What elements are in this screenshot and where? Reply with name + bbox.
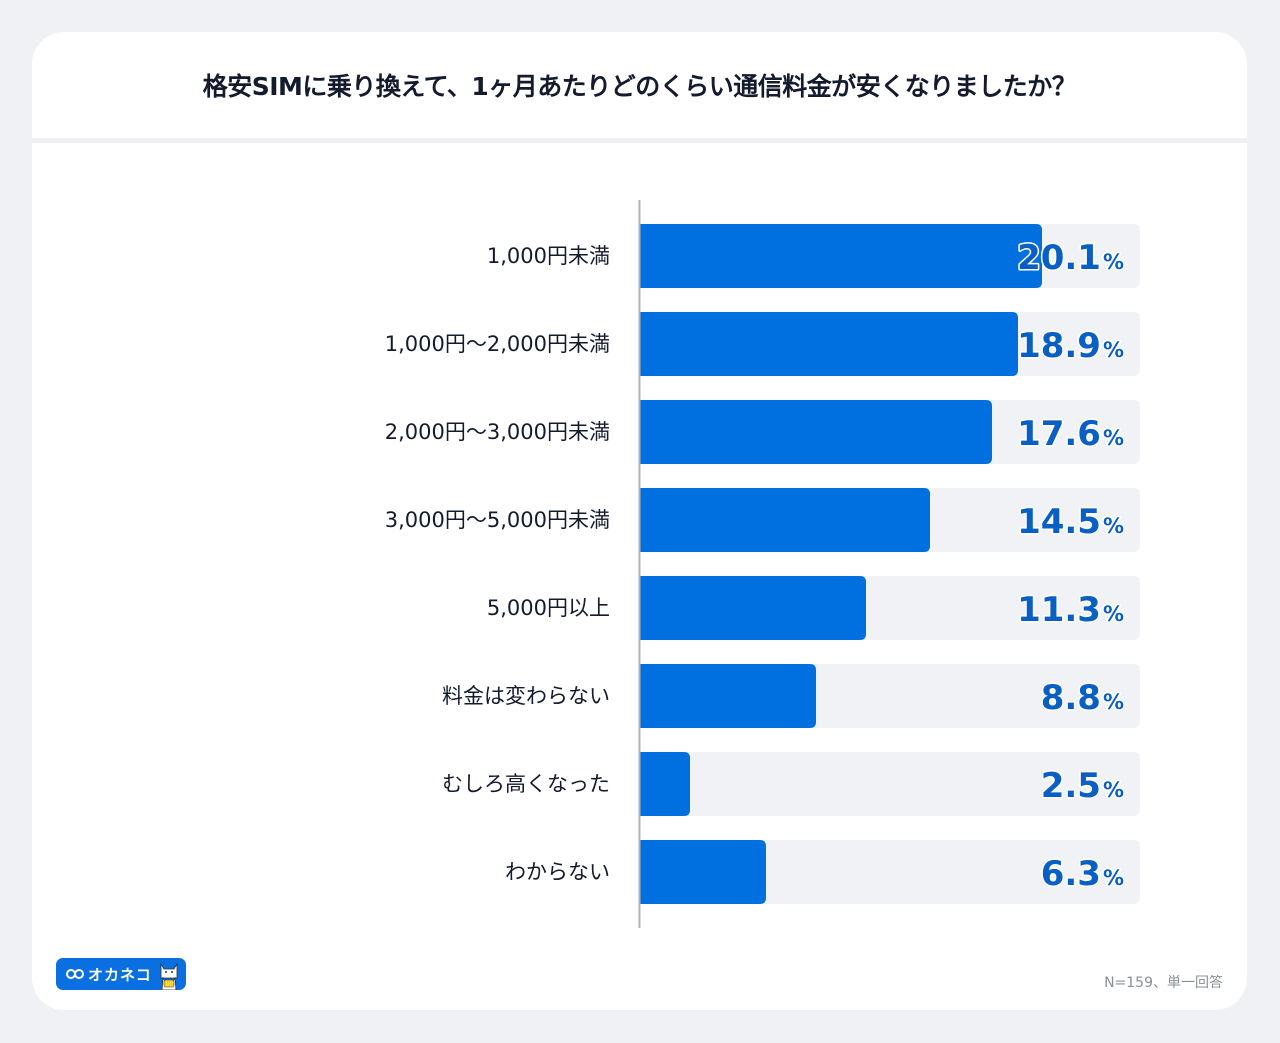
value-label: 20.1% [1017,238,1124,278]
bar [640,664,816,728]
chart-title: 格安SIMに乗り換えて、1ヶ月あたりどのくらい通信料金が安くなりましたか？ [202,72,1077,101]
category-label: 5,000円以上 [487,596,610,620]
percent-symbol: % [1103,690,1124,714]
bar [640,488,930,552]
bar [640,224,1042,288]
bar-row: 1,000円〜2,000円未満 18.9% [385,312,1140,376]
category-label: わからない [505,860,610,884]
value-label: 18.9% [1017,326,1124,366]
title-band: 格安SIMに乗り換えて、1ヶ月あたりどのくらい通信料金が安くなりましたか？ [32,32,1247,138]
bar-row: 1,000円未満 20.1% [487,224,1140,288]
value-number: 11.3 [1017,590,1101,630]
percent-symbol: % [1103,866,1124,890]
bar-row: わからない 6.3% [505,840,1140,904]
cat-mascot-icon [160,962,178,990]
bar-row: 5,000円以上 11.3% [487,576,1140,640]
value-label: 14.5% [1017,502,1124,542]
value-label: 11.3% [1017,590,1124,630]
value-number: 14.5 [1017,502,1101,542]
value-number: 2.5 [1041,766,1101,806]
chart-card: 格安SIMに乗り換えて、1ヶ月あたりどのくらい通信料金が安くなりましたか？ 1,… [32,32,1247,1010]
okaneko-logo: オカネコ [56,958,186,990]
bar [640,840,766,904]
value-label: 17.6% [1017,414,1124,454]
value-label: 6.3% [1041,854,1124,894]
value-label: 2.5% [1041,766,1124,806]
title-divider [32,138,1247,143]
category-label: むしろ高くなった [442,772,610,796]
category-label: 2,000円〜3,000円未満 [385,420,610,444]
percent-symbol: % [1103,250,1124,274]
bar [640,312,1018,376]
bar-row: 料金は変わらない 8.8% [442,664,1140,728]
percent-symbol: % [1103,426,1124,450]
value-number: 20.1 [1017,238,1101,278]
bar [640,752,690,816]
bar-row: 2,000円〜3,000円未満 17.6% [385,400,1140,464]
sample-note: N=159、単一回答 [1104,975,1223,991]
percent-symbol: % [1103,602,1124,626]
bar [640,400,992,464]
percent-symbol: % [1103,514,1124,538]
value-number: 8.8 [1041,678,1101,718]
bar [640,576,866,640]
logo-text: オカネコ [88,965,152,984]
category-label: 1,000円未満 [487,244,610,268]
category-label: 3,000円〜5,000円未満 [385,508,610,532]
percent-symbol: % [1103,338,1124,362]
bar-track [640,752,1140,816]
bar-chart: 1,000円未満 20.1%1,000円〜2,000円未満 18.9%2,000円〜… [385,200,1140,928]
percent-symbol: % [1103,778,1124,802]
value-number: 6.3 [1041,854,1101,894]
category-label: 1,000円〜2,000円未満 [385,332,610,356]
value-label: 8.8% [1041,678,1124,718]
infinity-icon [66,969,84,979]
value-number: 18.9 [1017,326,1101,366]
bar-row: むしろ高くなった 2.5% [442,752,1140,816]
value-number: 17.6 [1017,414,1101,454]
bar-row: 3,000円〜5,000円未満 14.5% [385,488,1140,552]
category-label: 料金は変わらない [442,684,610,708]
